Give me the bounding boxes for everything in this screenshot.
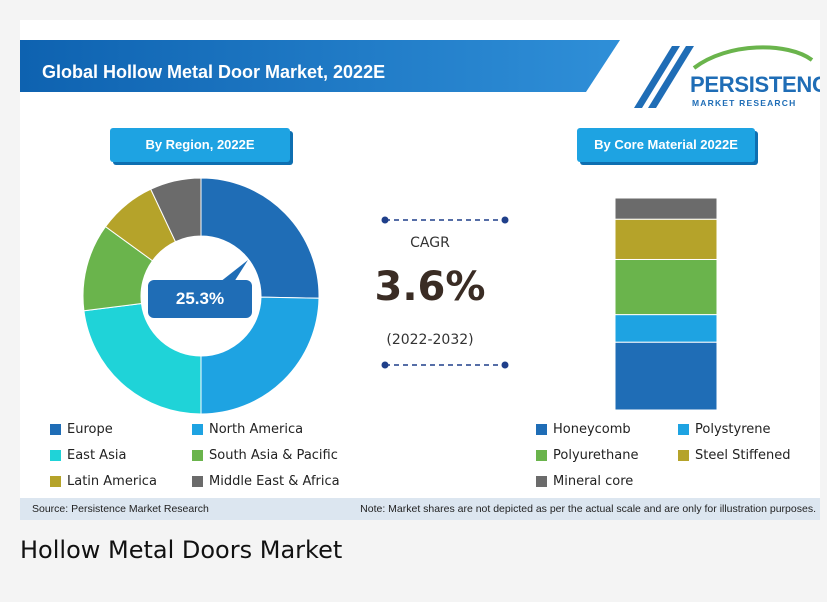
- header-banner: [20, 40, 620, 92]
- stack-segment-polyurethane: [614, 258, 718, 316]
- legend-label: East Asia: [67, 448, 127, 463]
- legend-item-europe: Europe: [50, 422, 113, 437]
- legend-label: Latin America: [67, 474, 157, 489]
- legend-swatch: [678, 450, 689, 461]
- legend-swatch: [678, 424, 689, 435]
- legend-label: North America: [209, 422, 304, 437]
- legend-item-south-asia-pacific: South Asia & Pacific: [192, 448, 338, 463]
- legend-swatch: [192, 450, 203, 461]
- donut-highlight-label: 25.3%: [148, 280, 252, 318]
- legend-item-latin-america: Latin America: [50, 474, 157, 489]
- donut-slice-middle-east-africa: [150, 177, 202, 243]
- legend-swatch: [536, 450, 547, 461]
- legend-label: Polystyrene: [695, 422, 771, 437]
- legend-item-north-america: North America: [192, 422, 303, 437]
- stack-segment-polystyrene: [614, 314, 718, 343]
- legend-item-honeycomb: Honeycomb: [536, 422, 631, 437]
- region-donut-chart: [82, 177, 320, 415]
- legend-swatch: [50, 476, 61, 487]
- legend-label: Middle East & Africa: [209, 474, 340, 489]
- legend-label: Honeycomb: [553, 422, 631, 437]
- cagr-value: 3.6%: [374, 264, 486, 310]
- core-material-chart-title: By Core Material 2022E: [577, 128, 755, 162]
- source-text: Source: Persistence Market Research: [32, 503, 209, 515]
- legend-item-east-asia: East Asia: [50, 448, 126, 463]
- legend-item-polyurethane: Polyurethane: [536, 448, 638, 463]
- header-title: Global Hollow Metal Door Market, 2022E: [42, 62, 386, 82]
- source-bar: Source: Persistence Market Research Note…: [20, 498, 820, 520]
- donut-slice-east-asia: [83, 302, 202, 415]
- logo-slash-icon: [634, 45, 814, 108]
- legend-item-middle-east-africa: Middle East & Africa: [192, 474, 340, 489]
- legend-swatch: [50, 450, 61, 461]
- stack-segment-honeycomb: [614, 341, 718, 411]
- legend-swatch: [50, 424, 61, 435]
- legend-swatch: [192, 476, 203, 487]
- disclaimer-note: Note: Market shares are not depicted as …: [360, 503, 816, 515]
- donut-slice-north-america: [200, 296, 320, 415]
- logo-tagline: MARKET RESEARCH: [692, 98, 797, 108]
- legend-label: Polyurethane: [553, 448, 639, 463]
- page-caption: Hollow Metal Doors Market: [20, 536, 343, 564]
- legend-swatch: [536, 476, 547, 487]
- legend-label: Europe: [67, 422, 113, 437]
- legend-label: South Asia & Pacific: [209, 448, 338, 463]
- legend-item-mineral-core: Mineral core: [536, 474, 633, 489]
- legend-swatch: [536, 424, 547, 435]
- logo-wordmark: PERSISTENCE: [690, 72, 820, 97]
- infographic-card: Global Hollow Metal Door Market, 2022E P…: [20, 20, 820, 520]
- cagr-divider-lines: [381, 216, 509, 369]
- stack-segment-mineral-core: [614, 197, 718, 220]
- cagr-period: (2022-2032): [386, 332, 474, 348]
- region-chart-title: By Region, 2022E: [110, 128, 290, 162]
- core-material-stacked-bar: [614, 197, 718, 411]
- legend-item-steel-stiffened: Steel Stiffened: [678, 448, 791, 463]
- cagr-label: CAGR: [410, 235, 450, 251]
- legend-item-polystyrene: Polystyrene: [678, 422, 771, 437]
- brand-logo: PERSISTENCE MARKET RESEARCH: [628, 38, 820, 112]
- legend-swatch: [192, 424, 203, 435]
- legend-label: Steel Stiffened: [695, 448, 791, 463]
- legend-label: Mineral core: [553, 474, 634, 489]
- donut-slice-europe: [200, 177, 320, 299]
- stack-segment-steel-stiffened: [614, 218, 718, 260]
